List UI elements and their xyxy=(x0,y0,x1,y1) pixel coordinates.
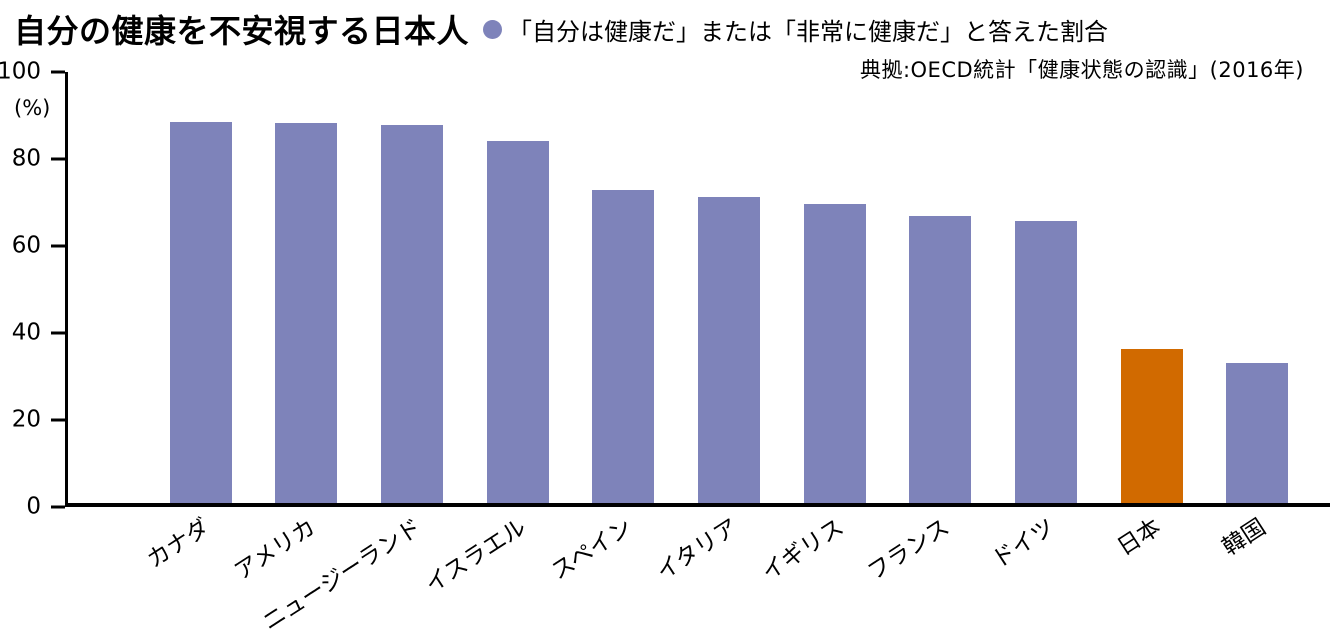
bar-アメリカ xyxy=(275,123,338,503)
x-tick-label-0: カナダ xyxy=(142,514,215,574)
y-tick-label-80: 80 xyxy=(11,145,41,172)
legend-dot-icon xyxy=(483,19,503,39)
y-tick-label-40: 40 xyxy=(11,319,41,346)
chart-title: 自分の健康を不安視する日本人 xyxy=(14,12,470,50)
y-tick-mark-100 xyxy=(51,70,65,74)
y-tick-label-60: 60 xyxy=(11,232,41,259)
bar-フランス xyxy=(909,216,972,503)
y-axis: 0 20 40 60 80 100 xyxy=(0,60,65,518)
bar-group-6: イギリス xyxy=(757,72,888,586)
bar-group-2: ニュージーランド xyxy=(258,72,465,636)
bar-group-10: 韓国 xyxy=(1204,72,1310,561)
x-tick-label-7: フランス xyxy=(862,514,954,586)
bar-イスラエル xyxy=(486,140,549,503)
legend: 「自分は健康だ」または「非常に健康だ」と答えた割合 xyxy=(483,12,1108,47)
bar-group-8: ドイツ xyxy=(988,72,1099,574)
x-tick-label-10: 韓国 xyxy=(1218,514,1271,562)
bar-group-1: アメリカ xyxy=(230,72,360,585)
source-note: 典拠:OECD統計「健康状態の認識」(2016年) xyxy=(859,58,1304,82)
bar-group-3: イスラエル xyxy=(421,72,571,598)
bar-イギリス xyxy=(803,204,866,503)
y-tick-label-20: 20 xyxy=(11,406,41,433)
bar-chart: 0 20 40 60 80 100 (%) カナダ アメリカ ニュージーランド イスラエル スペイ… xyxy=(0,60,1340,644)
legend-label: 「自分は健康だ」または「非常に健康だ」と答えた割合 xyxy=(508,17,1109,46)
bar-韓国 xyxy=(1226,362,1289,503)
y-tick-label-0: 0 xyxy=(26,493,41,520)
x-tick-label-9: 日本 xyxy=(1112,514,1166,562)
y-tick-mark-60 xyxy=(51,244,65,248)
y-tick-mark-40 xyxy=(51,331,65,335)
y-tick-mark-80 xyxy=(51,157,65,161)
y-axis-unit-label: (%) xyxy=(14,96,51,120)
bar-日本 xyxy=(1120,348,1183,503)
bar-group-5: イタリア xyxy=(652,72,782,586)
chart-header: 自分の健康を不安視する日本人 「自分は健康だ」または「非常に健康だ」と答えた割合 xyxy=(14,6,1326,52)
bar-group-9: 日本 xyxy=(1099,72,1205,561)
y-tick-label-100: 100 xyxy=(0,58,41,85)
y-tick-mark-20 xyxy=(51,418,65,422)
bar-group-7: フランス xyxy=(863,72,993,586)
bar-スペイン xyxy=(592,190,655,503)
bar-group-0: カナダ xyxy=(142,72,254,574)
x-tick-label-5: イタリア xyxy=(652,514,743,586)
bar-カナダ xyxy=(169,121,232,503)
bar-group-4: スペイン xyxy=(547,72,677,585)
x-tick-label-1: アメリカ xyxy=(229,514,321,586)
bar-ドイツ xyxy=(1014,220,1077,503)
plot-area: カナダ アメリカ ニュージーランド イスラエル スペイン イタリア イギリス フランス ドイツ 日… xyxy=(65,72,1330,636)
x-tick-label-3: イスラエル xyxy=(421,514,532,599)
y-tick-mark-0 xyxy=(51,505,65,509)
x-tick-label-4: スペイン xyxy=(547,514,638,586)
bar-イタリア xyxy=(698,196,761,503)
x-tick-label-6: イギリス xyxy=(756,514,849,587)
x-tick-label-8: ドイツ xyxy=(987,514,1060,574)
bar-ニュージーランド xyxy=(381,125,444,503)
